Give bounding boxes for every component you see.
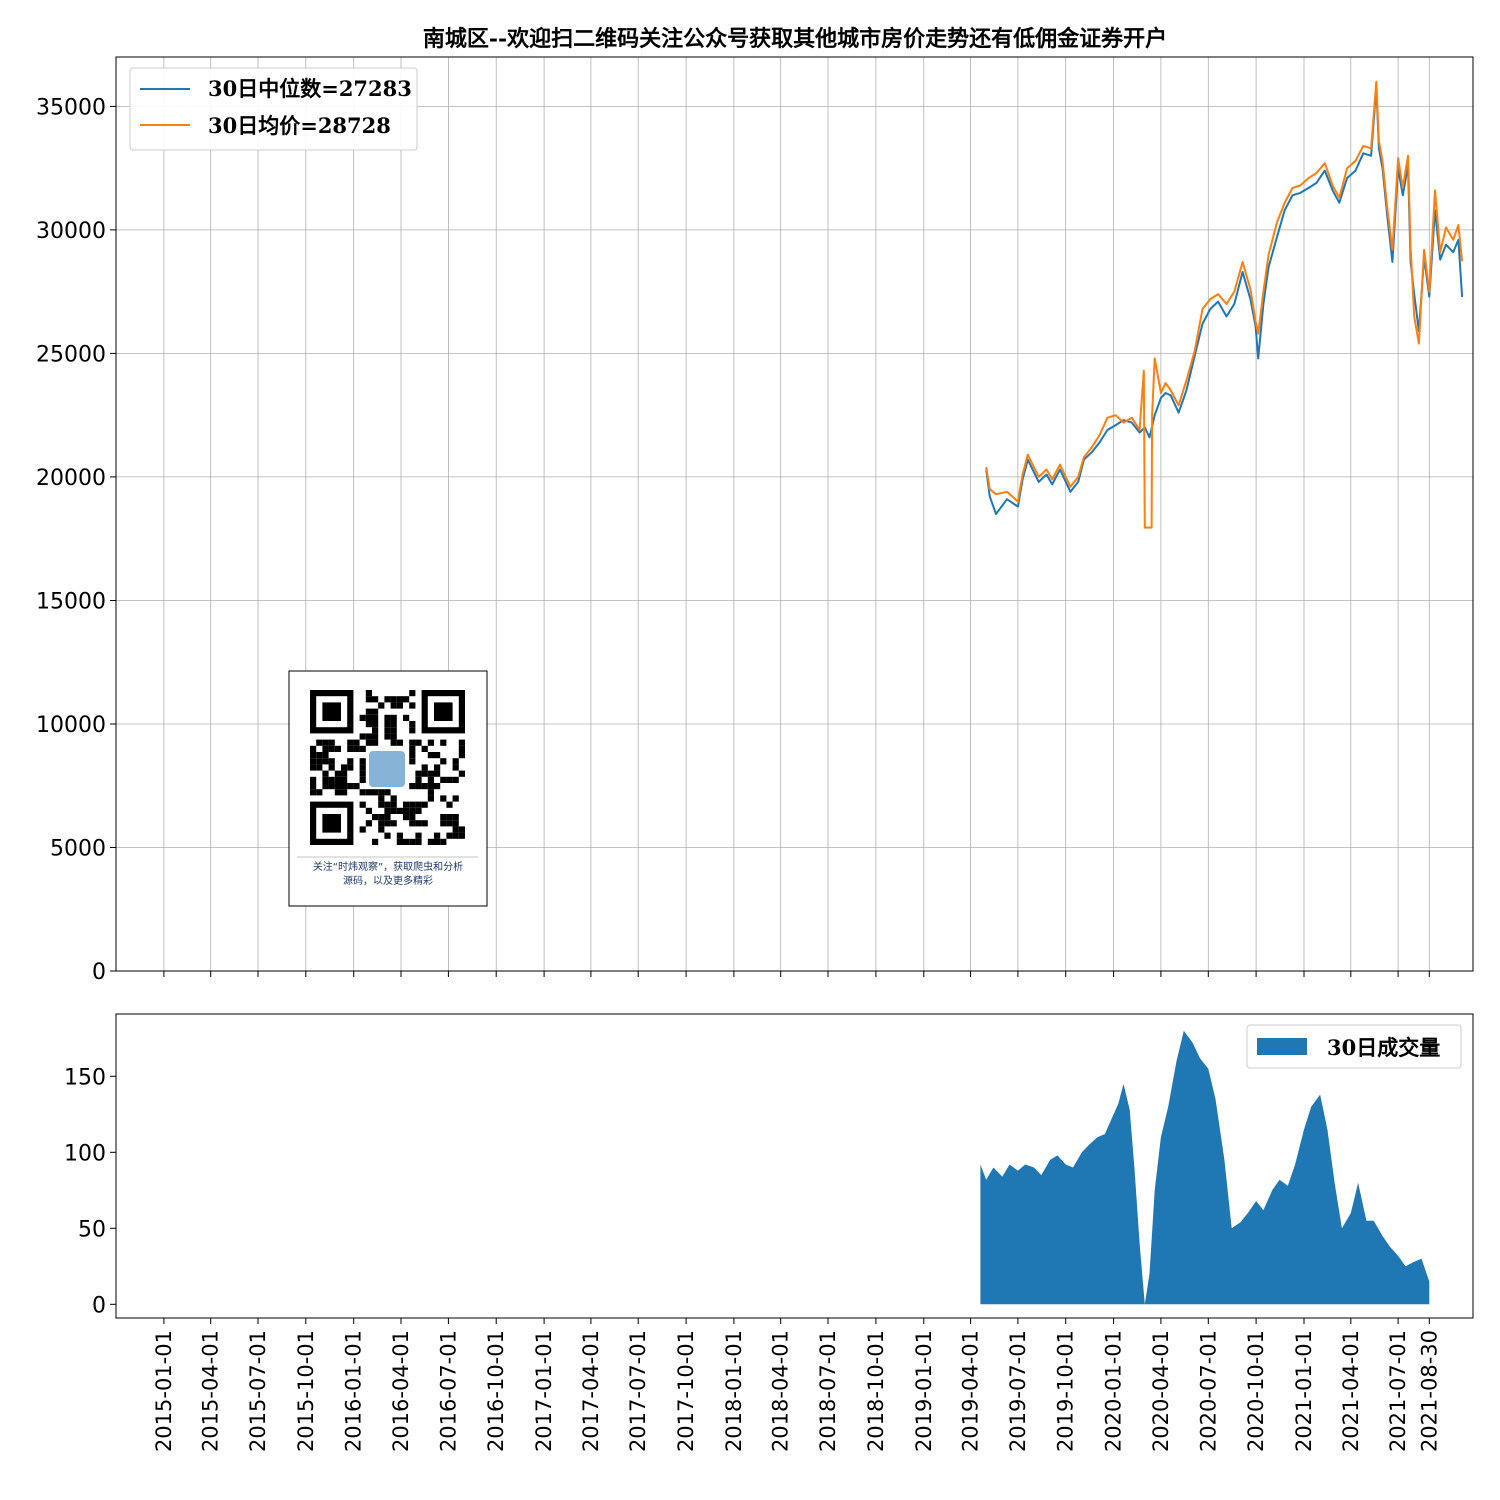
bottom-x-tick-label: 2018-10-01 [864, 1330, 888, 1452]
top-y-tick-label: 0 [92, 960, 106, 985]
bottom-x-tick-label: 2019-10-01 [1054, 1330, 1078, 1452]
bottom-y-tick-label: 50 [78, 1217, 106, 1242]
bottom-x-tick-label: 2017-04-01 [579, 1330, 603, 1452]
qr-caption-line1: 关注“时炜观察”，获取爬虫和分析 [313, 860, 463, 873]
bottom-x-tick-label: 2020-04-01 [1149, 1330, 1173, 1452]
bottom-x-axis: 2015-01-01 2015-04-01 2015-07-01 2015-10-01… [152, 1318, 1441, 1452]
chart-title: 南城区--欢迎扫二维码关注公众号获取其他城市房价走势还有低佣金证券开户 [423, 26, 1167, 52]
bottom-x-tick-label: 2015-01-01 [152, 1330, 176, 1452]
bottom-y-tick-label: 0 [92, 1293, 106, 1318]
legend-label-volume: 30日成交量 [1327, 1035, 1440, 1060]
bottom-x-tick-label: 2019-04-01 [959, 1330, 983, 1452]
bottom-x-tick-label: 2018-01-01 [722, 1330, 746, 1452]
bottom-x-tick-label: 2017-07-01 [626, 1330, 650, 1452]
bottom-x-tick-label: 2018-04-01 [769, 1330, 793, 1452]
top-plot-frame [115, 56, 1474, 972]
bottom-x-tick-label: 2021-07-01 [1386, 1330, 1410, 1452]
top-x-ticks [163, 971, 1430, 977]
bottom-x-tick-label: 2016-07-01 [436, 1330, 460, 1452]
bottom-legend-box [1246, 1024, 1462, 1069]
bottom-x-tick-label: 2021-04-01 [1339, 1330, 1363, 1452]
series-line-1 [985, 80, 1464, 529]
bottom-x-tick-label: 2015-10-01 [294, 1330, 318, 1452]
top-y-tick-label: 30000 [36, 219, 106, 244]
qr-code-widget: 关注“时炜观察”，获取爬虫和分析 源码，以及更多精彩 [288, 670, 488, 907]
bottom-y-tick-label: 150 [64, 1065, 106, 1090]
volume-area-series [980, 1030, 1430, 1305]
top-y-tick-label: 20000 [36, 466, 106, 491]
bottom-x-tick-label: 2017-01-01 [532, 1330, 556, 1452]
bottom-x-tick-label: 2020-01-01 [1102, 1330, 1126, 1452]
bottom-plot-frame [115, 1013, 1474, 1319]
bottom-x-tick-label: 2017-10-01 [674, 1330, 698, 1452]
top-y-tick-label: 15000 [36, 590, 106, 615]
bottom-x-tick-label: 2020-07-01 [1196, 1330, 1220, 1452]
top-y-axis: 0 5000 10000 15000 20000 25000 30000 35000 [36, 95, 116, 985]
bottom-x-tick-label: 2016-01-01 [342, 1330, 366, 1452]
top-y-tick-label: 10000 [36, 713, 106, 738]
bottom-x-tick-label: 2016-04-01 [389, 1330, 413, 1452]
top-y-tick-label: 35000 [36, 95, 106, 120]
top-line-series [985, 80, 1464, 529]
bottom-x-tick-label: 2019-07-01 [1006, 1330, 1030, 1452]
top-legend: 30日中位数=27283 30日均价=28728 [129, 67, 418, 151]
top-y-tick-label: 5000 [50, 837, 106, 862]
legend-swatch-volume [1257, 1038, 1307, 1055]
bottom-y-tick-label: 100 [64, 1141, 106, 1166]
bottom-y-axis: 0 50 100 150 [64, 1065, 116, 1318]
bottom-x-tick-label: 2016-10-01 [484, 1330, 508, 1452]
bottom-x-tick-label: 2021-08-30 [1417, 1330, 1441, 1452]
top-legend-box [129, 67, 418, 151]
top-y-tick-label: 25000 [36, 342, 106, 367]
bottom-x-tick-label: 2018-07-01 [816, 1330, 840, 1452]
qr-code-icon [310, 690, 465, 845]
bottom-x-tick-label: 2021-01-01 [1292, 1330, 1316, 1452]
series-line-0 [985, 85, 1464, 515]
bottom-legend: 30日成交量 [1246, 1024, 1462, 1069]
legend-label-median: 30日中位数=27283 [208, 76, 412, 101]
qr-caption-line2: 源码，以及更多精彩 [343, 874, 433, 887]
qr-avatar [367, 749, 407, 789]
bottom-x-tick-label: 2019-01-01 [912, 1330, 936, 1452]
bottom-x-tick-label: 2020-10-01 [1244, 1330, 1268, 1452]
bottom-x-tick-label: 2015-04-01 [199, 1330, 223, 1452]
legend-label-mean: 30日均价=28728 [208, 113, 391, 138]
volume-area [980, 1030, 1430, 1305]
bottom-x-tick-label: 2015-07-01 [246, 1330, 270, 1452]
